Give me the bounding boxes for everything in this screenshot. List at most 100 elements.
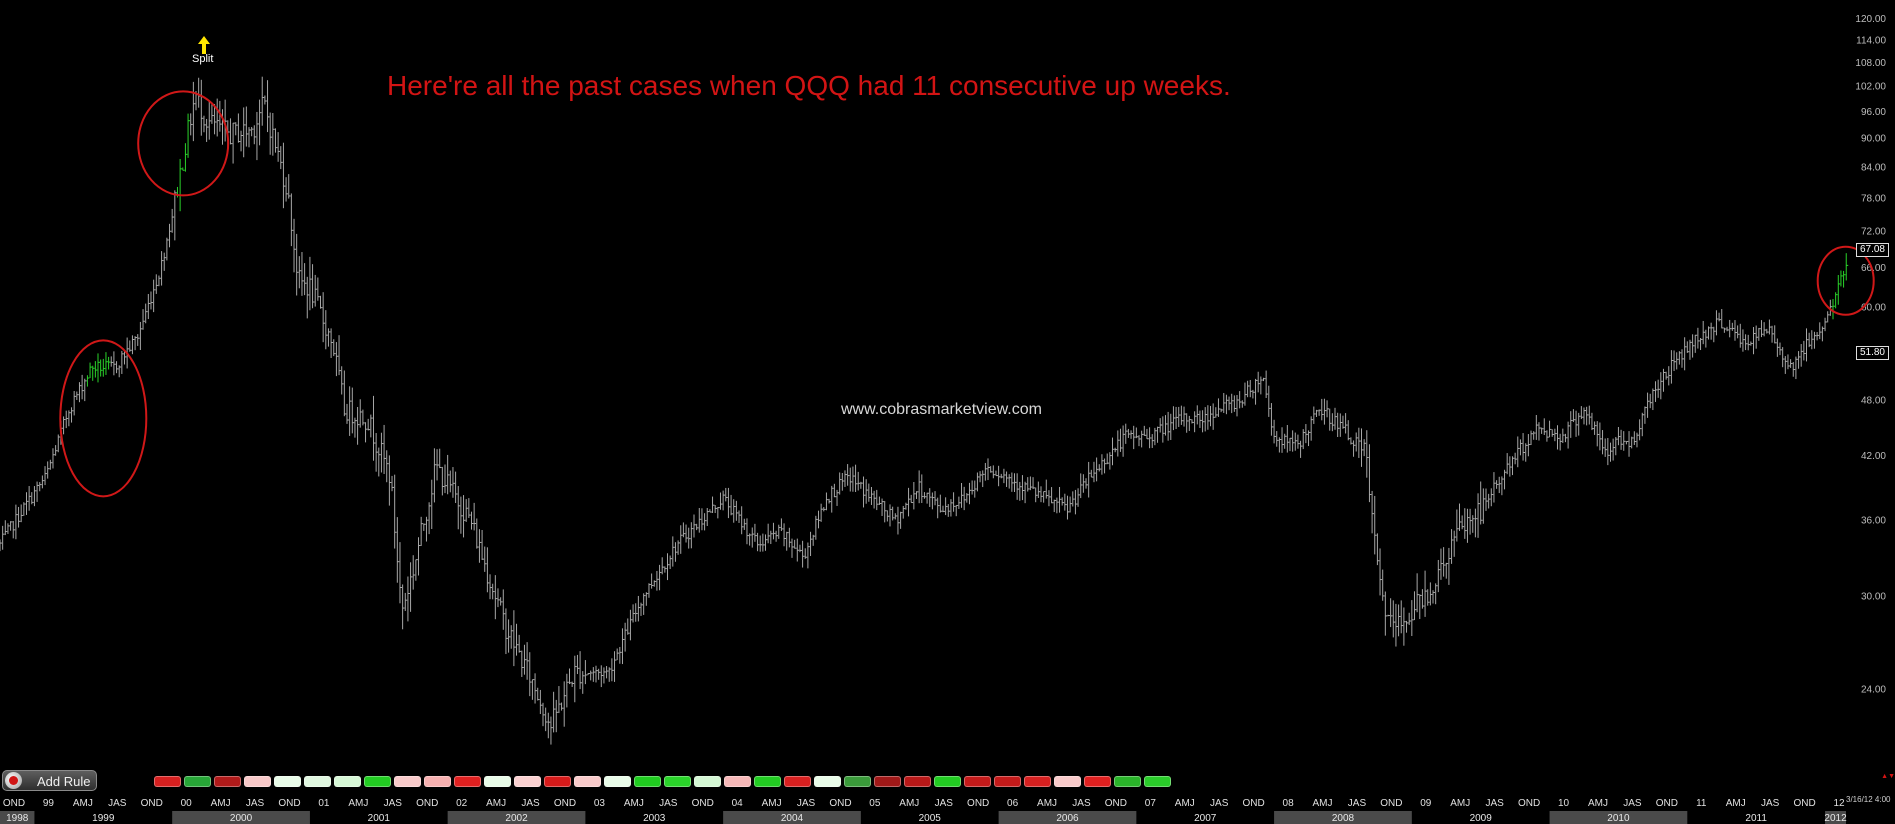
x-tick-label: JAS	[1210, 798, 1229, 809]
rule-chip[interactable]	[184, 776, 211, 787]
x-tick-label: OND	[1518, 798, 1540, 809]
rule-chip[interactable]	[334, 776, 361, 787]
rule-chip[interactable]	[604, 776, 631, 787]
rule-chip[interactable]	[484, 776, 511, 787]
x-tick-label: OND	[278, 798, 300, 809]
rule-chip[interactable]	[304, 776, 331, 787]
x-tick-label: AMJ	[624, 798, 644, 809]
x-tick-label: 06	[1007, 798, 1019, 809]
rule-chip[interactable]	[514, 776, 541, 787]
rule-chip[interactable]	[1024, 776, 1051, 787]
rule-chip[interactable]	[664, 776, 691, 787]
split-arrow-icon	[198, 36, 210, 54]
split-label: Split	[192, 53, 214, 65]
y-tick-label: 66.00	[1861, 263, 1886, 274]
x-tick-label: JAS	[935, 798, 954, 809]
rule-chip[interactable]	[454, 776, 481, 787]
rule-chip[interactable]	[544, 776, 571, 787]
rule-chip[interactable]	[934, 776, 961, 787]
add-rule-button[interactable]: Add Rule	[2, 770, 97, 791]
last-price-tag: 67.08	[1855, 243, 1889, 257]
year-band	[447, 811, 586, 824]
year-band	[172, 811, 310, 824]
rule-chip[interactable]	[154, 776, 181, 787]
annotation-text: Here're all the past cases when QQQ had …	[387, 70, 1231, 101]
highlight-circle	[59, 339, 148, 498]
y-tick-label: 78.00	[1861, 193, 1886, 204]
y-tick-label: 42.00	[1861, 451, 1886, 462]
rule-chip[interactable]	[424, 776, 451, 787]
rule-chip[interactable]	[364, 776, 391, 787]
highlight-circles	[59, 90, 1875, 498]
y-tick-label: 72.00	[1861, 227, 1886, 238]
rule-chip[interactable]	[244, 776, 271, 787]
rule-chip[interactable]	[574, 776, 601, 787]
y-tick-label: 36.00	[1861, 515, 1886, 526]
rule-chip[interactable]	[904, 776, 931, 787]
rule-chip[interactable]	[874, 776, 901, 787]
y-axis-ticks: 120.00 114.00 108.00 102.00 96.00 90.00 84.00 7…	[1855, 14, 1886, 695]
mini-indicator: ▲▼	[1881, 773, 1895, 780]
x-tick-label: AMJ	[1313, 798, 1333, 809]
x-tick-label: AMJ	[211, 798, 231, 809]
x-tick-label: AMJ	[348, 798, 368, 809]
rule-chip[interactable]	[394, 776, 421, 787]
rule-chip[interactable]	[214, 776, 241, 787]
x-tick-label: OND	[967, 798, 989, 809]
x-tick-label: JAS	[1072, 798, 1091, 809]
y-tick-label: 30.00	[1861, 591, 1886, 602]
watermark: www.cobrasmarketview.com	[841, 401, 1042, 418]
y-tick-label: 24.00	[1861, 684, 1886, 695]
year-band	[1549, 811, 1688, 824]
reference-price-tag: 51.80	[1855, 346, 1889, 360]
rule-chip[interactable]	[754, 776, 781, 787]
highlight-circle	[1816, 245, 1875, 316]
x-tick-label: AMJ	[1726, 798, 1746, 809]
rule-chip[interactable]	[784, 776, 811, 787]
x-tick-label: 10	[1558, 798, 1570, 809]
x-tick-label: OND	[829, 798, 851, 809]
x-tick-label: 03	[594, 798, 606, 809]
year-label: 2000	[230, 813, 253, 824]
x-tick-label: JAS	[521, 798, 540, 809]
rule-chip[interactable]	[1144, 776, 1171, 787]
x-tick-label: 00	[181, 798, 193, 809]
x-tick-label: 11	[1696, 798, 1707, 809]
year-label: 2007	[1194, 813, 1217, 824]
rule-chip[interactable]	[844, 776, 871, 787]
rule-chip[interactable]	[814, 776, 841, 787]
x-tick-label: OND	[1243, 798, 1265, 809]
x-tick-label: 08	[1283, 798, 1295, 809]
x-tick-label: JAS	[1486, 798, 1505, 809]
rule-chip[interactable]	[1054, 776, 1081, 787]
year-band	[1274, 811, 1412, 824]
year-label: 2003	[643, 813, 666, 824]
x-tick-label: AMJ	[899, 798, 919, 809]
rule-chip[interactable]	[694, 776, 721, 787]
y-tick-label: 120.00	[1855, 14, 1886, 25]
y-tick-label: 114.00	[1856, 35, 1886, 46]
x-tick-label: OND	[3, 798, 25, 809]
rule-chip[interactable]	[1084, 776, 1111, 787]
x-tick-label: JAS	[1623, 798, 1642, 809]
rule-chip[interactable]	[994, 776, 1021, 787]
rule-chip[interactable]	[964, 776, 991, 787]
year-band	[998, 811, 1137, 824]
year-label: 2012	[1824, 813, 1847, 824]
x-tick-label: 04	[732, 798, 744, 809]
y-tick-label: 96.00	[1861, 107, 1886, 118]
rule-chip[interactable]	[1114, 776, 1141, 787]
y-tick-label: 84.00	[1861, 162, 1886, 173]
rule-chip[interactable]	[724, 776, 751, 787]
rule-chip[interactable]	[274, 776, 301, 787]
year-label: 1998	[6, 813, 29, 824]
year-label: 2008	[1332, 813, 1355, 824]
rule-chip[interactable]	[634, 776, 661, 787]
y-tick-label: 60.00	[1861, 303, 1886, 314]
x-tick-label: AMJ	[486, 798, 506, 809]
x-tick-label: AMJ	[1037, 798, 1057, 809]
x-tick-label: OND	[1380, 798, 1402, 809]
date-stamp: 3/16/12 4:00	[1846, 795, 1891, 804]
price-bars	[0, 76, 1833, 745]
